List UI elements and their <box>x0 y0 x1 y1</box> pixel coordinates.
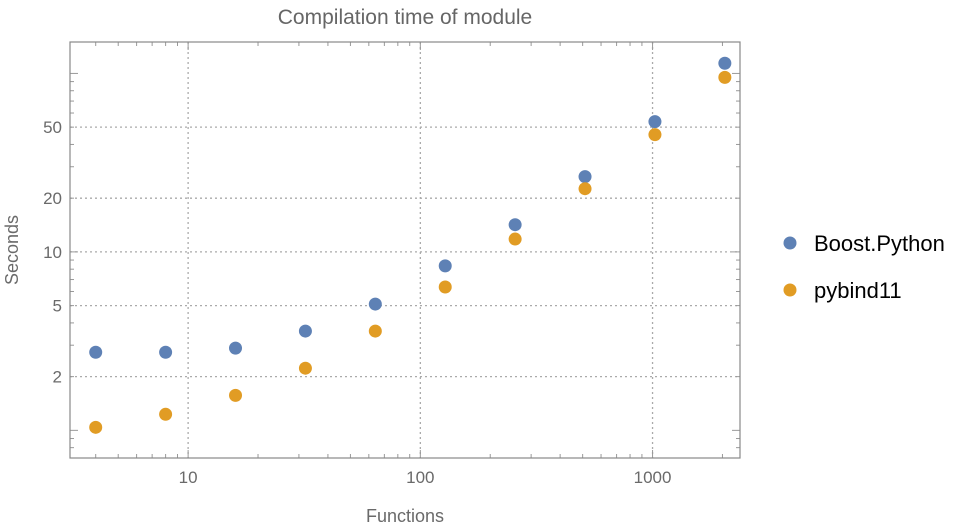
point-boost-python <box>578 170 592 184</box>
point-pybind11 <box>298 361 312 375</box>
point-boost-python <box>438 259 452 273</box>
chart-title: Compilation time of module <box>278 6 532 29</box>
y-tick-label: 10 <box>43 243 62 262</box>
point-pybind11 <box>648 128 662 142</box>
point-boost-python <box>298 324 312 338</box>
point-pybind11 <box>438 280 452 294</box>
legend-marker-pybind11 <box>783 283 797 297</box>
point-boost-python <box>368 297 382 311</box>
point-pybind11 <box>718 70 732 84</box>
y-tick-label: 5 <box>53 297 62 316</box>
point-boost-python <box>718 56 732 70</box>
point-boost-python <box>159 345 173 359</box>
x-tick-label: 10 <box>179 468 198 487</box>
y-tick-label: 50 <box>43 118 62 137</box>
point-pybind11 <box>89 420 103 434</box>
point-boost-python <box>648 115 662 129</box>
y-tick-label: 2 <box>53 368 62 387</box>
point-pybind11 <box>508 232 522 246</box>
point-pybind11 <box>229 388 243 402</box>
point-boost-python <box>508 218 522 232</box>
grid-lines <box>70 42 740 458</box>
y-tick-label: 20 <box>43 189 62 208</box>
point-pybind11 <box>159 407 173 421</box>
x-tick-label: 100 <box>406 468 434 487</box>
point-pybind11 <box>368 324 382 338</box>
axis-ticks: 10 100 1000 2 5 10 20 50 <box>43 42 740 487</box>
plot-frame <box>69 41 741 459</box>
legend-marker-boost-python <box>783 236 797 250</box>
point-pybind11 <box>578 182 592 196</box>
point-boost-python <box>89 345 103 359</box>
data-points <box>89 56 732 434</box>
x-tick-label: 1000 <box>634 468 672 487</box>
point-boost-python <box>229 341 243 355</box>
x-axis-label: Functions <box>366 506 444 525</box>
legend-label-pybind11: pybind11 <box>814 278 902 303</box>
legend-label-boost-python: Boost.Python <box>814 231 945 256</box>
y-axis-label: Seconds <box>2 215 22 285</box>
legend: Boost.Python pybind11 <box>783 231 945 303</box>
